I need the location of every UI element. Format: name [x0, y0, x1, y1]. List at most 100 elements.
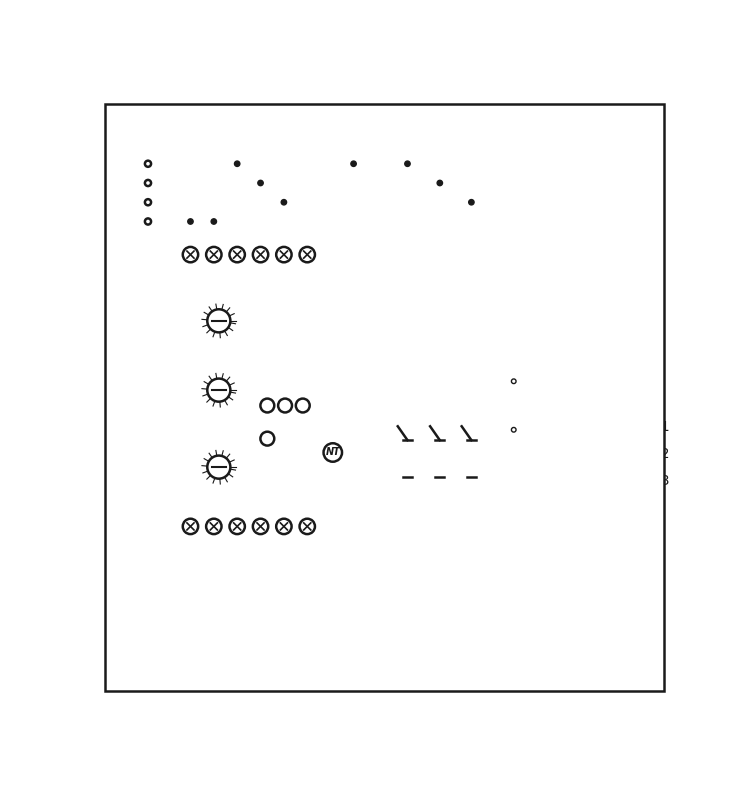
FancyBboxPatch shape: [268, 332, 289, 340]
Circle shape: [230, 247, 245, 262]
Circle shape: [253, 519, 268, 534]
Text: 0: 0: [196, 471, 200, 476]
Text: 12: 12: [299, 272, 315, 285]
Circle shape: [405, 161, 410, 166]
FancyBboxPatch shape: [460, 301, 539, 318]
Text: 9: 9: [550, 303, 557, 316]
Text: 8: 8: [550, 287, 557, 300]
Text: 5: 5: [280, 496, 288, 509]
Circle shape: [207, 456, 230, 478]
Text: МП: МП: [306, 462, 331, 477]
Text: 1: 1: [187, 496, 194, 509]
Circle shape: [437, 180, 442, 186]
FancyBboxPatch shape: [178, 238, 319, 542]
Text: 1: 1: [550, 352, 557, 364]
Text: 8: 8: [210, 272, 218, 285]
Text: ВХОД +24В: ВХОД +24В: [464, 271, 536, 284]
Text: 11: 11: [276, 272, 292, 285]
Circle shape: [206, 519, 221, 534]
Text: ВХОД L1: ВХОД L1: [473, 303, 526, 316]
Text: NT: NT: [326, 448, 340, 457]
Text: Гф: Гф: [255, 333, 265, 339]
Text: 4: 4: [256, 496, 265, 509]
FancyBboxPatch shape: [105, 104, 664, 691]
Text: 50: 50: [238, 318, 247, 323]
Text: 1ф: 1ф: [254, 323, 265, 328]
Circle shape: [206, 247, 221, 262]
FancyBboxPatch shape: [460, 334, 539, 350]
Text: Т ср(с): Т ср(с): [203, 436, 234, 445]
Circle shape: [207, 379, 230, 401]
Text: СЕТЬ: СЕТЬ: [272, 413, 298, 423]
Text: L1: L1: [654, 420, 670, 434]
Circle shape: [183, 519, 198, 534]
Circle shape: [260, 398, 274, 412]
Circle shape: [281, 200, 286, 205]
Text: 10: 10: [253, 272, 268, 285]
FancyBboxPatch shape: [539, 398, 568, 415]
Text: АВ ОТКЛ: АВ ОТКЛ: [279, 434, 323, 444]
FancyBboxPatch shape: [268, 354, 289, 362]
Circle shape: [323, 443, 342, 462]
Text: ВХОД L2: ВХОД L2: [473, 320, 526, 332]
Circle shape: [145, 219, 151, 224]
Text: +: +: [182, 210, 194, 224]
FancyBboxPatch shape: [267, 309, 290, 363]
Text: 380В: 380В: [247, 312, 265, 318]
Text: 2: 2: [550, 368, 557, 381]
Text: Назначение клемм: Назначение клемм: [424, 252, 575, 265]
FancyBboxPatch shape: [178, 510, 319, 542]
Text: Umin: Umin: [247, 344, 265, 350]
FancyBboxPatch shape: [539, 382, 568, 398]
Text: 3: 3: [550, 384, 557, 397]
Circle shape: [512, 427, 516, 432]
FancyBboxPatch shape: [539, 334, 568, 350]
Text: 5: 5: [550, 416, 557, 430]
FancyBboxPatch shape: [539, 366, 568, 382]
Circle shape: [235, 161, 240, 166]
FancyBboxPatch shape: [460, 398, 539, 447]
Circle shape: [299, 247, 315, 262]
Circle shape: [469, 200, 474, 205]
Circle shape: [260, 432, 274, 445]
Text: 0: 0: [196, 395, 200, 401]
FancyBboxPatch shape: [460, 269, 539, 286]
Circle shape: [188, 219, 194, 224]
Text: L2: L2: [654, 447, 670, 461]
Text: FU — предохранитель 6,3 А (автоматический выключатель): FU — предохранитель 6,3 А (автоматически…: [141, 671, 628, 686]
Text: ВЫХОД 1: ВЫХОД 1: [453, 368, 509, 381]
Text: 400В: 400В: [292, 312, 310, 318]
Circle shape: [296, 398, 310, 412]
Text: FU: FU: [366, 198, 386, 212]
Circle shape: [230, 519, 245, 534]
Circle shape: [258, 180, 263, 186]
Text: 7: 7: [550, 271, 557, 284]
Text: ВЫКЛ: ВЫКЛ: [302, 326, 307, 347]
Text: Т вкл(с): Т вкл(с): [200, 359, 237, 368]
Text: U ном±%: U ном±%: [197, 290, 241, 298]
Text: 2: 2: [210, 496, 218, 509]
Text: 100: 100: [234, 380, 244, 385]
Circle shape: [145, 180, 151, 186]
FancyBboxPatch shape: [460, 350, 539, 398]
Text: 7: 7: [187, 272, 194, 285]
Text: L1: L1: [118, 157, 136, 172]
Circle shape: [276, 247, 292, 262]
FancyBboxPatch shape: [539, 350, 568, 366]
FancyBboxPatch shape: [539, 415, 568, 431]
Circle shape: [276, 519, 292, 534]
Text: 11: 11: [545, 335, 561, 349]
Circle shape: [253, 247, 268, 262]
FancyBboxPatch shape: [539, 269, 568, 286]
Circle shape: [145, 161, 151, 167]
Text: ВЫХОД 2: ВЫХОД 2: [453, 416, 509, 430]
Text: 10: 10: [192, 380, 199, 385]
Text: РНПП-311М: РНПП-311М: [262, 466, 356, 480]
Circle shape: [207, 309, 230, 332]
Text: СЕТЬ: СЕТЬ: [176, 127, 244, 152]
Text: 24 В: 24 В: [188, 196, 216, 209]
Circle shape: [512, 379, 516, 383]
Text: ВХОД L3: ВХОД L3: [473, 335, 526, 349]
Circle shape: [145, 199, 151, 205]
Text: ВХОД -24В: ВХОД -24В: [466, 287, 532, 300]
